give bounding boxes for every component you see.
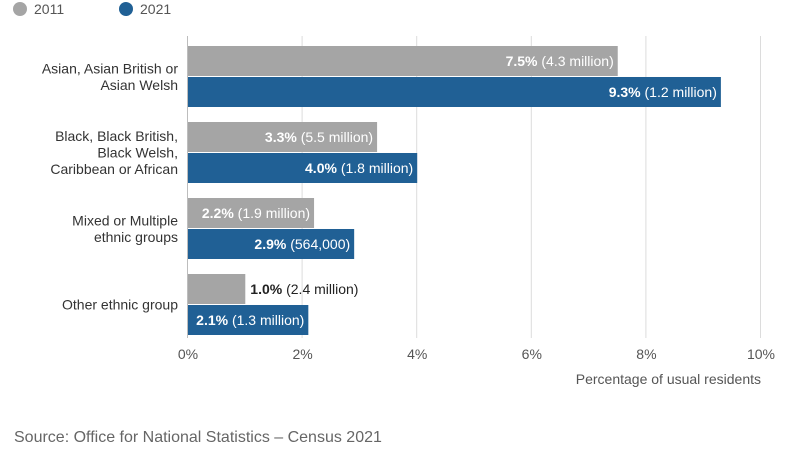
data-label-2021-2: 2.9% (564,000)	[254, 236, 350, 252]
x-axis: 0% 2% 4% 6% 8% 10%	[178, 36, 775, 362]
bar-2011-2	[188, 198, 315, 228]
bar-2011-0	[188, 46, 618, 76]
legend-marker-2011	[13, 2, 27, 16]
data-labels: 7.5% (4.3 million) 9.3% (1.2 million) 3.3%…	[196, 53, 717, 328]
x-tick-label-5: 10%	[747, 346, 775, 362]
x-tick-label-0: 0%	[178, 346, 198, 362]
legend: 2011 2021	[13, 1, 171, 17]
data-label-2011-3: 1.0% (2.4 million)	[250, 281, 358, 297]
source-note: Source: Office for National Statistics –…	[14, 429, 382, 446]
bar-2021-2	[188, 229, 355, 259]
legend-label-2011: 2011	[34, 1, 64, 17]
category-label-3: Other ethnic group	[62, 297, 178, 313]
data-label-2021-1: 4.0% (1.8 million)	[305, 160, 413, 176]
bar-2021-1	[188, 153, 418, 183]
category-label-1: Black, Black British, Black Welsh, Caribbe…	[50, 128, 178, 177]
data-label-2021-0: 9.3% (1.2 million)	[609, 84, 717, 100]
x-tick-label-2: 4%	[407, 346, 427, 362]
data-label-2011-0: 7.5% (4.3 million)	[506, 53, 614, 69]
legend-label-2021: 2021	[140, 1, 171, 17]
legend-marker-2021	[119, 2, 133, 16]
data-label-2021-3: 2.1% (1.3 million)	[196, 312, 304, 328]
x-tick-label-4: 8%	[636, 346, 656, 362]
category-labels: Asian, Asian British or Asian Welsh Black,…	[42, 60, 179, 312]
category-label-2: Mixed or Multiple ethnic groups	[72, 212, 178, 245]
category-label-0: Asian, Asian British or Asian Welsh	[42, 60, 179, 93]
bars	[188, 46, 721, 335]
data-label-2011-2: 2.2% (1.9 million)	[202, 205, 310, 221]
bar-2021-3	[188, 305, 309, 335]
x-tick-label-3: 6%	[522, 346, 542, 362]
bar-2011-1	[188, 122, 378, 152]
x-tick-label-1: 2%	[292, 346, 312, 362]
data-label-2011-1: 3.3% (5.5 million)	[265, 129, 373, 145]
bar-2021-0	[188, 77, 721, 107]
bar-2011-3	[188, 274, 246, 304]
x-axis-title: Percentage of usual residents	[576, 371, 761, 387]
